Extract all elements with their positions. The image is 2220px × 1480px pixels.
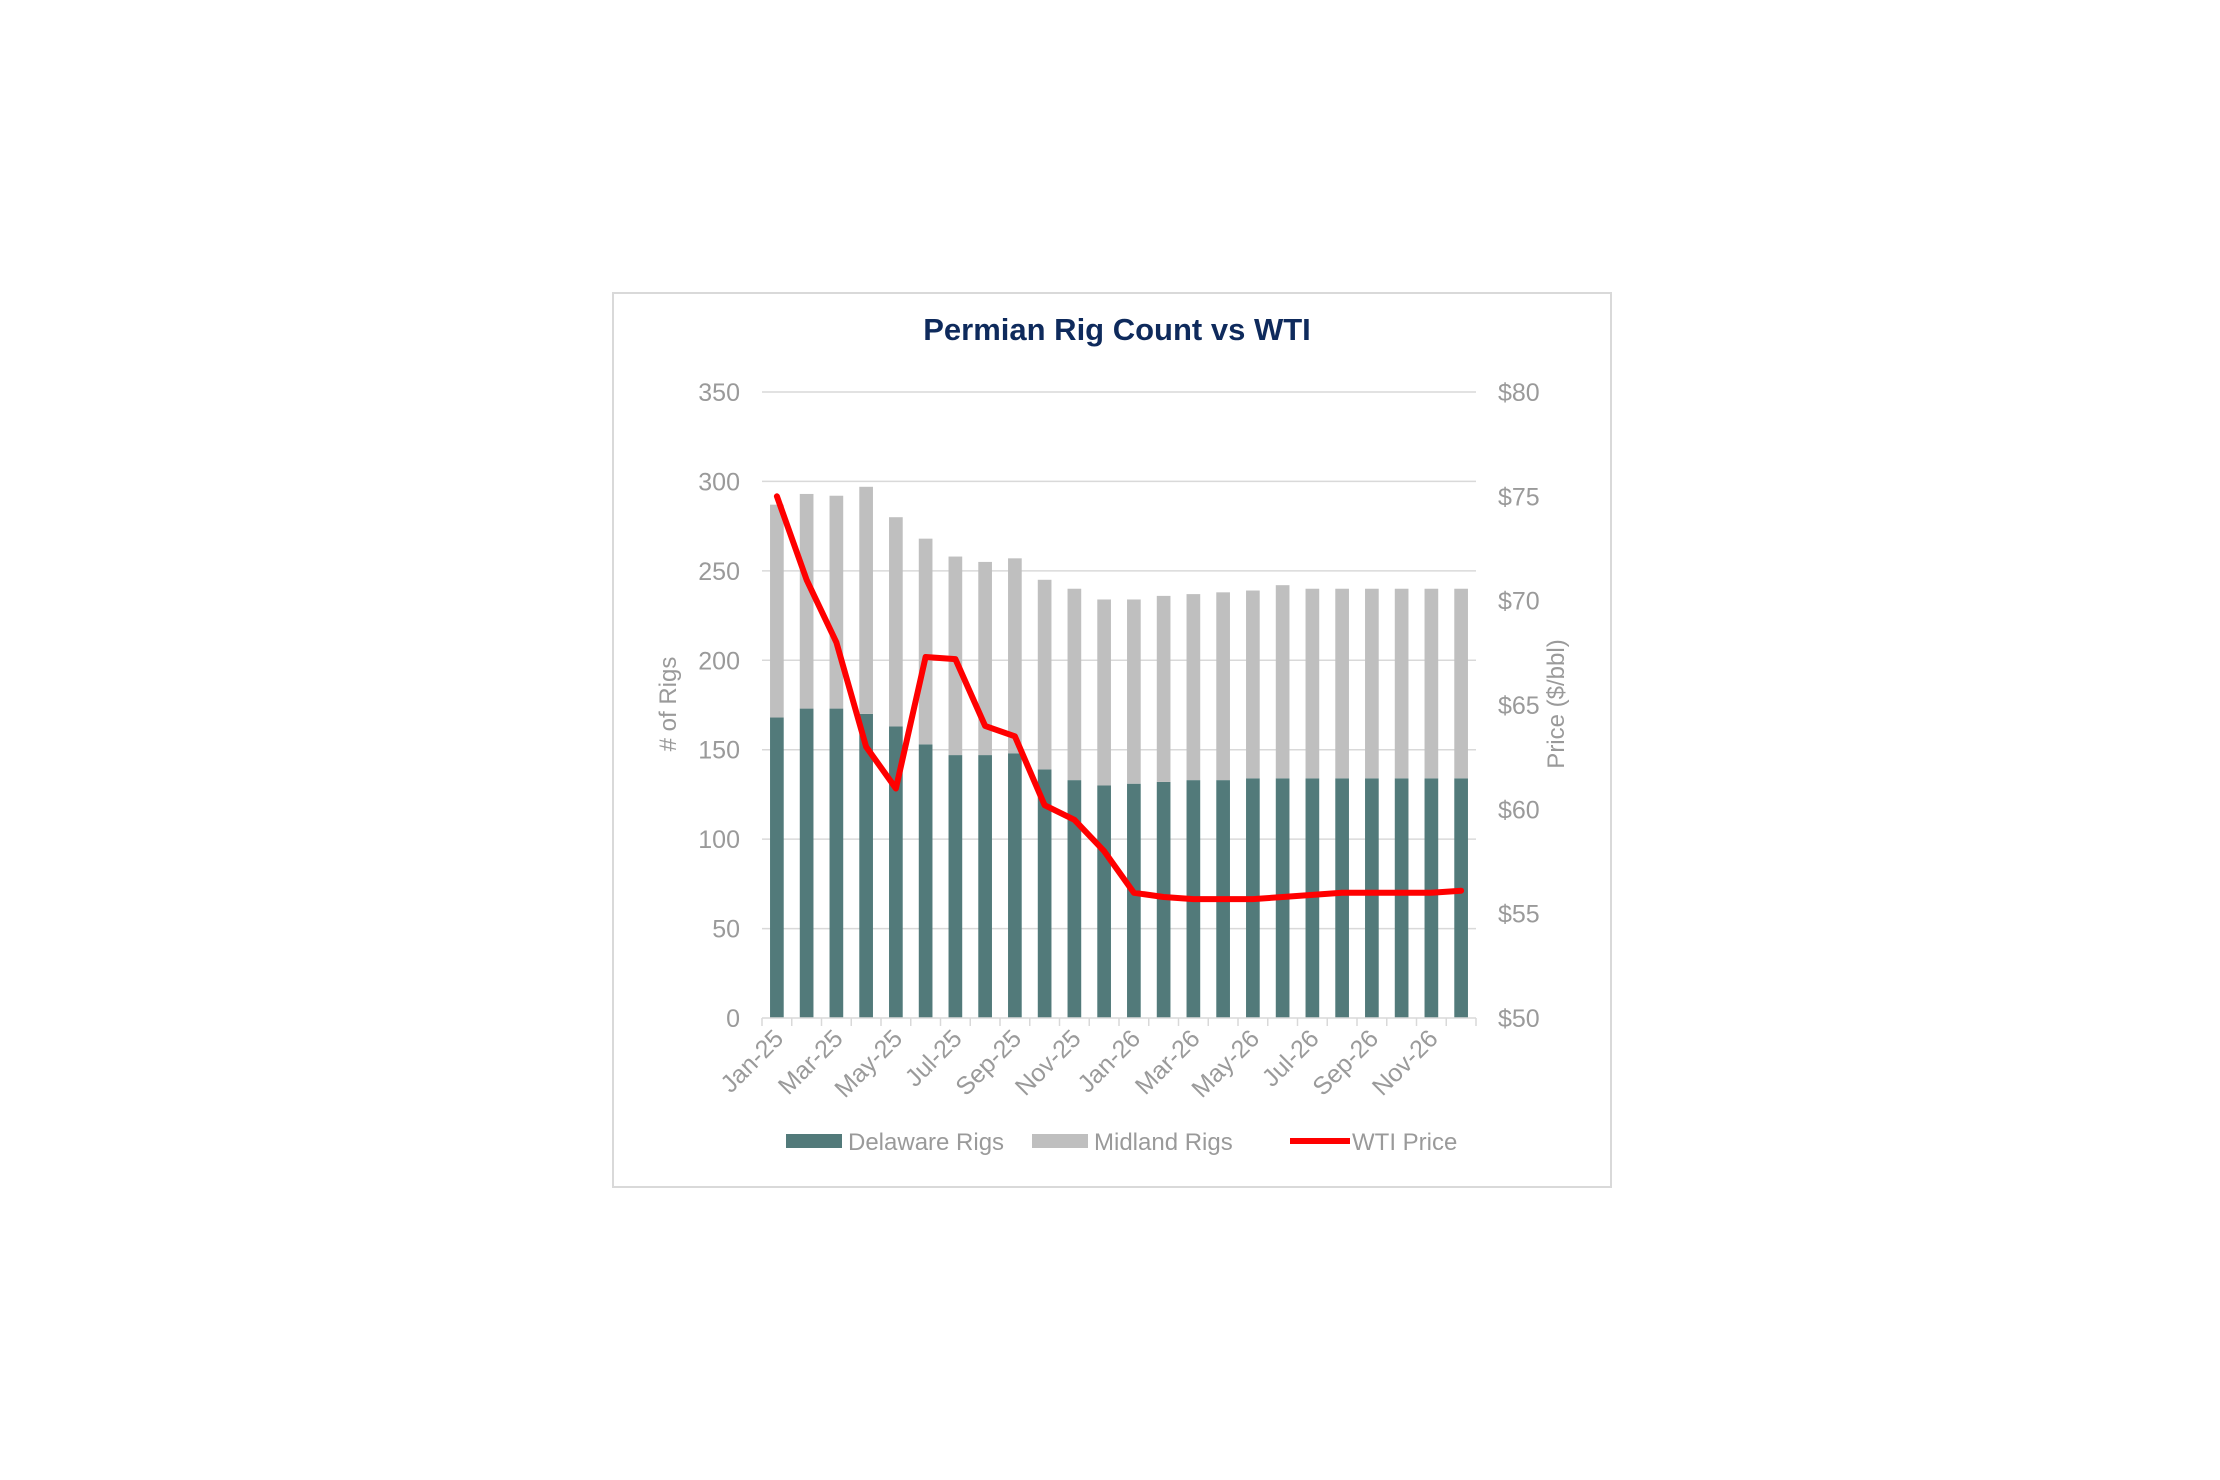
bar-midland xyxy=(889,517,903,727)
legend-label: WTI Price xyxy=(1352,1129,1457,1156)
bar-delaware xyxy=(1127,783,1141,1018)
bar-delaware xyxy=(1454,778,1468,1018)
y-tick-label: 100 xyxy=(698,826,740,854)
wti-price-line xyxy=(773,493,1465,903)
bar-midland xyxy=(978,561,992,756)
left-axis: 0 50 100 150 200 250 300 350 xyxy=(698,379,740,1033)
bar-midland xyxy=(1394,588,1409,779)
bar-midland xyxy=(1186,594,1201,781)
y-tick-label: 200 xyxy=(698,647,740,675)
bar-delaware xyxy=(1365,778,1379,1018)
y2-tick-label: $65 xyxy=(1498,692,1540,720)
bar-midland xyxy=(1246,590,1260,779)
legend-swatch xyxy=(1032,1134,1088,1148)
bar-delaware xyxy=(799,708,814,1018)
bar-midland xyxy=(1335,588,1349,779)
bar-delaware xyxy=(1067,780,1082,1018)
x-tick-label: Sep-26 xyxy=(1307,1024,1384,1101)
bar-midland xyxy=(1424,588,1439,779)
bar-midland xyxy=(1216,592,1230,781)
bar-midland xyxy=(1156,595,1171,782)
chart-frame: Permian Rig Count vs WTI 0 50 100 150 200 250… xyxy=(612,292,1612,1188)
bar-midland xyxy=(1454,588,1468,779)
y2-tick-label: $60 xyxy=(1498,796,1540,824)
bar-midland xyxy=(1037,579,1052,770)
bar-delaware xyxy=(770,717,784,1018)
bar-delaware xyxy=(859,713,873,1018)
bar-midland xyxy=(1365,588,1379,779)
bar-delaware xyxy=(889,726,903,1018)
bar-midland xyxy=(859,486,873,714)
bar-delaware xyxy=(1097,785,1111,1018)
bar-delaware xyxy=(1424,778,1439,1018)
bars xyxy=(770,486,1468,1018)
bar-midland xyxy=(918,538,933,745)
x-tick-label: Jan-26 xyxy=(1072,1024,1146,1098)
legend-label: Delaware Rigs xyxy=(848,1129,1004,1156)
y-tick-label: 350 xyxy=(698,379,740,407)
gridlines xyxy=(762,391,1476,930)
bar-midland xyxy=(1097,599,1111,786)
y2-tick-label: $50 xyxy=(1498,1005,1540,1033)
y-tick-label: 250 xyxy=(698,558,740,586)
bar-midland xyxy=(948,556,963,756)
bar-midland xyxy=(1275,585,1290,779)
x-tick-label: May-26 xyxy=(1186,1024,1265,1103)
y2-tick-label: $75 xyxy=(1498,483,1540,511)
bar-midland xyxy=(1067,588,1082,781)
legend-label: Midland Rigs xyxy=(1094,1129,1233,1156)
legend-swatch xyxy=(786,1134,842,1148)
bar-midland xyxy=(770,504,784,718)
bar-delaware xyxy=(948,755,963,1018)
y-tick-label: 150 xyxy=(698,737,740,765)
bar-midland xyxy=(1305,588,1320,779)
bar-midland xyxy=(829,495,844,709)
y-tick-label: 0 xyxy=(726,1005,740,1033)
bar-midland xyxy=(799,493,814,709)
legend: Delaware Rigs Midland Rigs WTI Price xyxy=(786,1129,1457,1156)
bar-delaware xyxy=(1305,778,1320,1018)
bar-midland xyxy=(1008,558,1022,754)
y2-tick-label: $80 xyxy=(1498,379,1540,407)
x-tick-label: Nov-25 xyxy=(1010,1024,1087,1101)
bar-delaware xyxy=(1394,778,1409,1018)
bar-delaware xyxy=(1008,753,1022,1018)
y2-tick-label: $55 xyxy=(1498,901,1540,929)
wti-line xyxy=(773,493,1465,903)
x-tick-label: Nov-26 xyxy=(1367,1024,1444,1101)
bar-delaware xyxy=(1335,778,1349,1018)
bar-delaware xyxy=(829,708,844,1018)
bar-midland xyxy=(1127,599,1141,784)
y-tick-label: 300 xyxy=(698,468,740,496)
chart-title: Permian Rig Count vs WTI xyxy=(923,312,1311,347)
combo-chart: Permian Rig Count vs WTI 0 50 100 150 200 250… xyxy=(655,312,1570,1156)
y-axis-title: # of Rigs xyxy=(655,657,682,752)
x-tick-label: Jan-25 xyxy=(715,1024,789,1098)
x-tick-label: Sep-25 xyxy=(950,1024,1027,1101)
y2-axis-title: Price ($/bbl) xyxy=(1543,639,1570,768)
bar-delaware xyxy=(918,744,933,1018)
x-axis: Jan-25Mar-25May-25Jul-25Sep-25Nov-25Jan-… xyxy=(715,1017,1477,1103)
bar-delaware xyxy=(978,755,992,1018)
y-tick-label: 50 xyxy=(712,916,740,944)
right-axis: $50 $55 $60 $65 $70 $75 $80 xyxy=(1498,379,1540,1033)
x-tick-label: May-25 xyxy=(829,1024,908,1103)
y2-tick-label: $70 xyxy=(1498,588,1540,616)
bar-delaware xyxy=(1037,769,1052,1018)
